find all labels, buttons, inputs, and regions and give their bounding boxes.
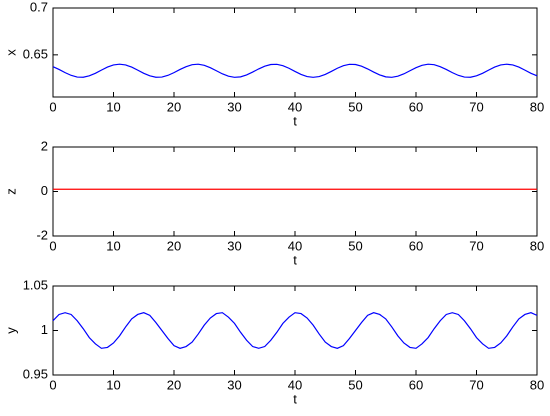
x-tick-label: 20 [167,377,181,392]
x-tick-label: 30 [227,377,241,392]
x-tick-label: 10 [106,377,120,392]
y-tick-label: 0 [41,183,48,198]
x-tick-label: 0 [49,99,56,114]
subplot: 0 10 20 30 40 50 60 70 80 0.95 1 1.05 t y [3,277,544,406]
subplot: 0 10 20 30 40 50 60 70 80 0.65 0.7 t x [3,0,544,128]
axes-frame [52,285,538,376]
x-tick-label: 40 [288,377,302,392]
x-axis-label: t [293,113,297,128]
x-tick-label: 60 [409,99,423,114]
y-axis-label: x [3,49,18,56]
x-tick-label: 80 [530,238,544,253]
x-tick-label: 10 [106,238,120,253]
x-axis-label: t [293,252,297,267]
x-tick-label: 0 [49,377,56,392]
y-tick-label: -2 [36,227,48,242]
x-tick-label: 10 [106,99,120,114]
x-tick-label: 30 [227,238,241,253]
y-axis-label: y [3,327,18,334]
y-tick-label: 1 [41,322,48,337]
x-tick-label: 80 [530,377,544,392]
data-line [52,63,538,78]
x-tick-label: 30 [227,99,241,114]
x-tick-label: 40 [288,238,302,253]
x-tick-label: 50 [348,377,362,392]
x-tick-label: 50 [348,238,362,253]
x-tick-label: 40 [288,99,302,114]
y-tick-label: 0.7 [30,0,48,14]
x-tick-label: 50 [348,99,362,114]
x-tick-label: 70 [469,377,483,392]
data-line [52,312,538,349]
x-tick-label: 70 [469,238,483,253]
x-tick-label: 60 [409,377,423,392]
x-axis-label: t [293,391,297,406]
y-axis-label: z [3,188,18,195]
x-tick-label: 20 [167,238,181,253]
axes-frame [52,7,538,98]
x-tick-label: 0 [49,238,56,253]
x-tick-label: 60 [409,238,423,253]
y-tick-label: 1.05 [23,277,48,292]
x-tick-label: 70 [469,99,483,114]
y-tick-label: 2 [41,138,48,153]
y-tick-label: 0.65 [23,46,48,61]
x-tick-label: 20 [167,99,181,114]
axes-frame [52,146,538,237]
y-tick-label: 0.95 [23,366,48,381]
x-tick-label: 80 [530,99,544,114]
